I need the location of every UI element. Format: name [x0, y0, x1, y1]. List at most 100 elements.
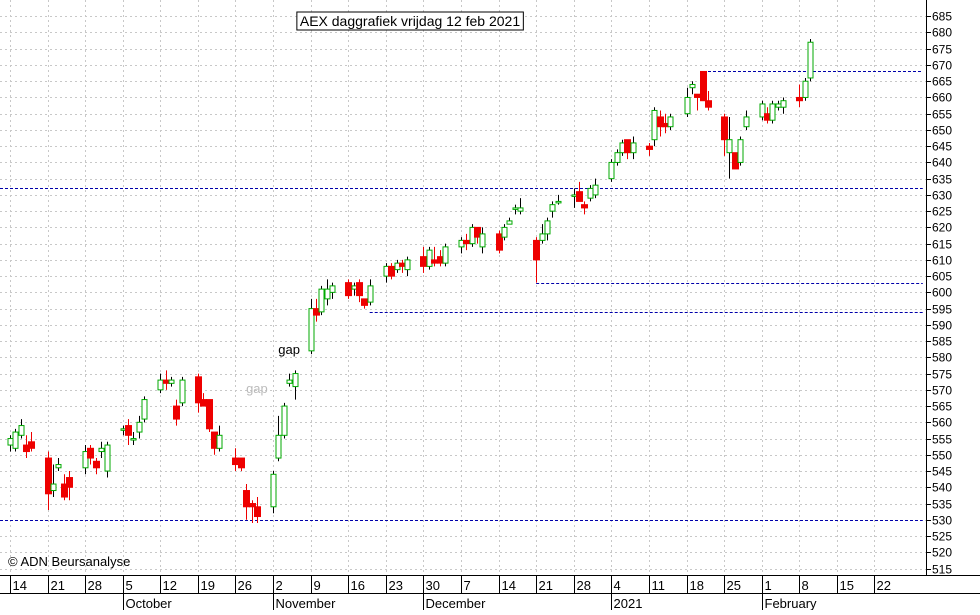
y-tick-label: 555 [932, 433, 952, 447]
candle-body [555, 200, 562, 204]
y-tick-label: 670 [932, 59, 952, 73]
candle-up [684, 87, 691, 117]
candle-body [721, 116, 728, 141]
x-tick-label: 18 [690, 578, 704, 593]
candle-down [87, 445, 94, 465]
candle-body [275, 434, 282, 459]
x-tick-label: 7 [464, 578, 471, 593]
candle-body [512, 207, 519, 210]
candle-body [404, 259, 411, 271]
candle-down [66, 471, 73, 501]
annotations: gap gap [246, 342, 300, 396]
candle-down [93, 458, 100, 475]
candle-body [684, 96, 691, 115]
candle-body [576, 191, 583, 202]
candle-up [104, 441, 111, 478]
x-tick-label: 30 [426, 578, 440, 593]
candle-up [608, 159, 615, 182]
candle-up [50, 464, 57, 498]
candle-up [614, 149, 621, 166]
y-tick-label: 565 [932, 400, 952, 414]
candle-body [136, 421, 143, 433]
support-resistance-lines [0, 71, 923, 521]
x-tick-label: 15 [840, 578, 854, 593]
candle-body [496, 233, 503, 251]
candle-down [28, 432, 35, 452]
candle-up [179, 376, 186, 407]
candle-body [281, 405, 288, 436]
candle-body [130, 438, 137, 441]
y-tick-label: 535 [932, 498, 952, 512]
candle-body [324, 288, 331, 300]
candle-body [501, 226, 508, 238]
candle-body [50, 483, 57, 492]
y-tick-label: 585 [932, 335, 952, 349]
candle-up [318, 285, 325, 316]
candle-body [270, 473, 277, 508]
candle-body [533, 239, 540, 261]
candle-body [694, 93, 701, 98]
candle-body [61, 483, 68, 498]
candle-down [345, 279, 352, 299]
candle-up [98, 441, 105, 459]
candle-body [243, 490, 250, 508]
y-tick-label: 575 [932, 368, 952, 382]
candle-down [721, 113, 728, 156]
candle-body [45, 457, 52, 495]
chart-title: AEX daggrafiek vrijdag 12 feb 2021 [300, 13, 520, 29]
candle-down [206, 399, 213, 433]
candle-body [308, 308, 315, 352]
x-tick-label: 19 [201, 578, 215, 593]
candle-down [45, 451, 52, 511]
x-tick-label: 12 [163, 578, 177, 593]
title-box: AEX daggrafiek vrijdag 12 feb 2021 [296, 11, 524, 31]
candle-up [501, 224, 508, 241]
candle-down [249, 500, 256, 524]
candle-up [667, 113, 674, 130]
y-tick-label: 635 [932, 173, 952, 187]
candle-body [442, 246, 449, 264]
candle-body [361, 298, 368, 306]
x-tick-label: 23 [389, 578, 403, 593]
candle-up [308, 298, 315, 355]
candle-body [796, 96, 803, 102]
y-tick-label: 675 [932, 43, 952, 57]
month-label: November [276, 596, 337, 610]
x-tick-label: 8 [802, 578, 809, 593]
candle-down [496, 230, 503, 254]
y-tick-label: 530 [932, 514, 952, 528]
grid-layer [0, 0, 926, 575]
y-tick-label: 540 [932, 481, 952, 495]
candle-body [87, 447, 94, 459]
x-tick-label: 21 [539, 578, 553, 593]
candle-down [356, 279, 363, 303]
candle-down [474, 226, 481, 244]
candle-up [549, 201, 556, 218]
candle-body [737, 139, 744, 163]
candle-body [624, 139, 631, 154]
annotation-gap: gap [246, 381, 268, 396]
copyright-text: © ADN Beursanalyse [8, 554, 130, 569]
y-tick-label: 650 [932, 124, 952, 138]
candle-body [238, 457, 245, 469]
candle-body [517, 207, 524, 212]
candle-up [216, 425, 223, 452]
candle-body [173, 405, 180, 420]
candle-body [12, 431, 19, 449]
candle-body [7, 438, 14, 446]
y-tick-label: 595 [932, 303, 952, 317]
y-tick-label: 655 [932, 108, 952, 122]
candle-body [206, 399, 213, 430]
candle-up [136, 415, 143, 439]
candle-body [549, 204, 556, 212]
y-tick-label: 660 [932, 91, 952, 105]
candle-down [238, 457, 245, 472]
candle-body [775, 103, 782, 108]
x-tick-label: 28 [88, 578, 102, 593]
candle-body [667, 116, 674, 128]
candle-body [646, 145, 653, 150]
candle-up [539, 224, 546, 244]
x-tick-label: 9 [314, 578, 321, 593]
candle-body [581, 204, 588, 209]
month-label: 2021 [614, 596, 643, 610]
